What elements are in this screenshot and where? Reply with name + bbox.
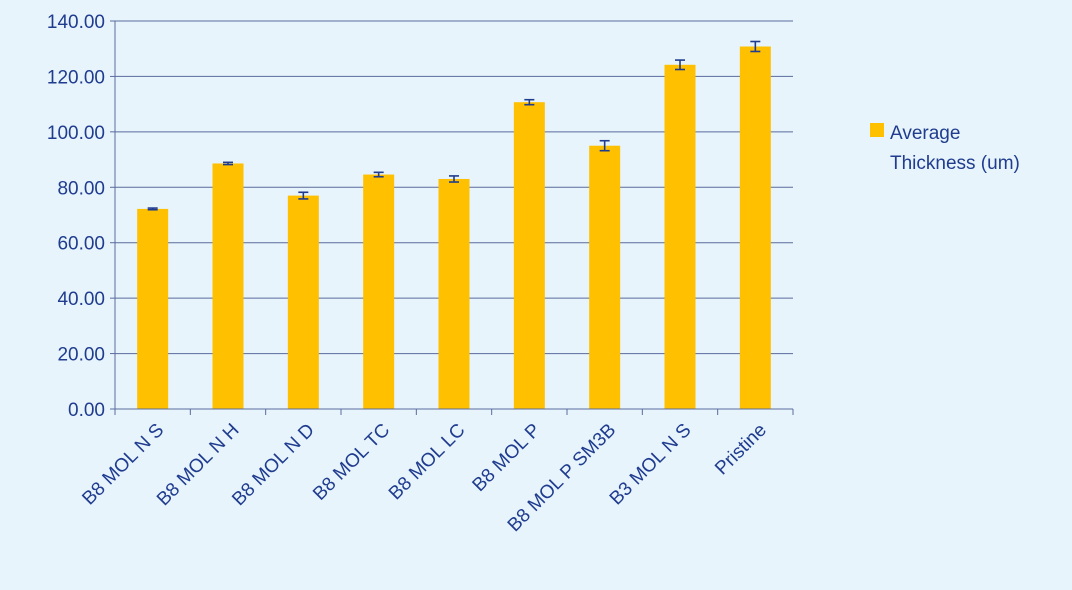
- error-bars: [147, 40, 761, 211]
- error-bar: [524, 98, 535, 106]
- error-bar: [147, 207, 158, 211]
- y-tick-label: 120.00: [47, 67, 105, 88]
- bar: [513, 102, 545, 410]
- error-bar: [449, 175, 459, 183]
- y-tick-label: 0.00: [68, 400, 105, 421]
- error-bar: [298, 191, 309, 200]
- error-bar: [373, 171, 384, 178]
- x-tick-label: B8 MOL P: [469, 420, 545, 496]
- bar: [664, 64, 696, 409]
- y-tick-label: 140.00: [47, 12, 105, 33]
- legend-label-line1: Average: [890, 123, 960, 144]
- error-bar: [599, 139, 610, 152]
- error-bar: [750, 40, 761, 53]
- x-tick-label: B8 MOL TC: [309, 420, 394, 505]
- bar: [589, 145, 621, 409]
- y-tick-label: 40.00: [57, 289, 105, 310]
- error-bar: [223, 161, 233, 166]
- bar: [212, 163, 244, 409]
- x-tick-label: B8 MOL LC: [385, 420, 470, 505]
- bar: [739, 46, 771, 410]
- x-tick-label: B3 MOL N S: [606, 420, 696, 510]
- bar: [137, 208, 169, 409]
- x-tick-labels: B8 MOL N SB8 MOL N HB8 MOL N DB8 MOL TCB…: [78, 420, 770, 536]
- bar: [438, 178, 470, 409]
- legend-swatch: [870, 123, 884, 137]
- x-tick-label: Pristine: [711, 420, 771, 480]
- y-tick-label: 80.00: [57, 178, 105, 199]
- bars: [137, 46, 771, 410]
- axes: [110, 20, 794, 415]
- y-tick-labels: 0.00 20.00 40.00 60.00 80.00 100.00 120.00 140.…: [47, 12, 105, 421]
- legend: Average Thickness (um): [870, 123, 1020, 174]
- error-bar: [675, 59, 685, 71]
- bar: [363, 174, 395, 409]
- bar: [287, 195, 319, 409]
- legend-label-line2: Thickness (um): [890, 153, 1020, 174]
- y-tick-label: 100.00: [47, 123, 105, 144]
- y-tick-label: 60.00: [57, 234, 105, 255]
- y-tick-label: 20.00: [57, 345, 105, 366]
